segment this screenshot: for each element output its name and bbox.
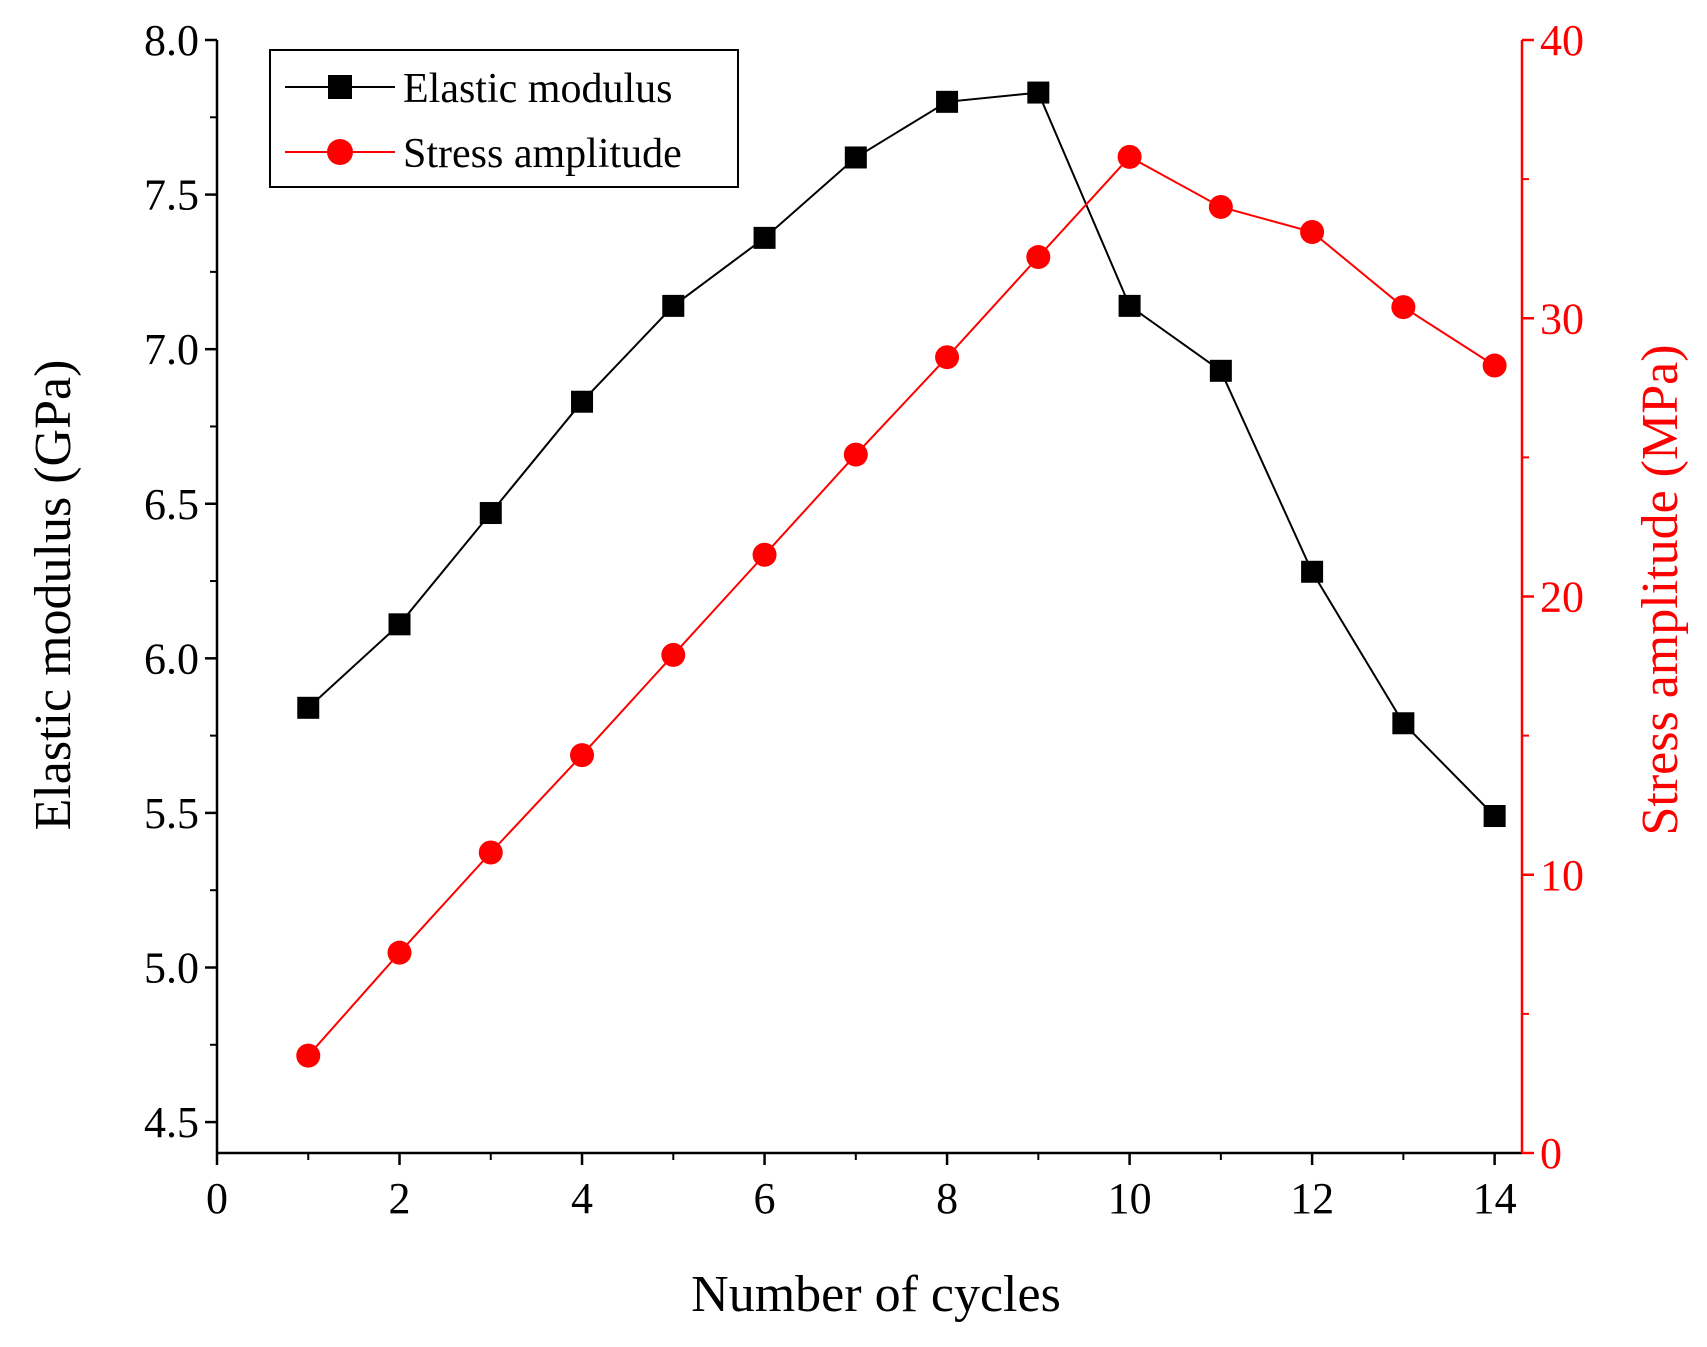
elastic-modulus-point	[662, 294, 685, 317]
stress-amplitude-point	[387, 940, 412, 965]
x-axis-title: Number of cycles	[691, 1266, 1061, 1323]
stress-amplitude-point	[296, 1043, 321, 1068]
legend-elastic-label: Elastic modulus	[403, 66, 672, 112]
left-axis-title: Elastic modulus (GPa)	[25, 360, 82, 831]
right-tick-label: 10	[1540, 851, 1584, 900]
legend-stress-marker	[327, 139, 353, 165]
stress-amplitude-point	[1482, 353, 1507, 378]
elastic-modulus-point	[479, 502, 502, 525]
x-tick-label: 14	[1473, 1174, 1517, 1223]
stress-amplitude-point	[570, 743, 595, 768]
stress-amplitude-point	[843, 442, 868, 467]
stress-amplitude-point	[1300, 219, 1325, 244]
left-tick-label: 7.5	[144, 171, 199, 220]
stress-amplitude-point	[478, 840, 503, 865]
legend-box	[269, 49, 739, 188]
x-tick-label: 4	[571, 1174, 593, 1223]
elastic-modulus-point	[1027, 81, 1050, 104]
right-tick-label: 20	[1540, 573, 1584, 622]
x-tick-label: 8	[936, 1174, 958, 1223]
left-tick-label: 6.5	[144, 480, 199, 529]
left-tick-label: 4.5	[144, 1098, 199, 1147]
x-tick-label: 10	[1108, 1174, 1152, 1223]
elastic-modulus-point	[1392, 712, 1415, 735]
elastic-modulus-point	[388, 613, 411, 636]
right-axis-title: Stress amplitude (MPa)	[1632, 344, 1689, 835]
left-tick-label: 5.5	[144, 789, 199, 838]
legend: Elastic modulus Stress amplitude	[269, 49, 739, 188]
x-tick-label: 6	[754, 1174, 776, 1223]
elastic-modulus-point	[1483, 805, 1506, 828]
stress-amplitude-point	[752, 542, 777, 567]
series-line-stress-amplitude	[307, 155, 1496, 1057]
series-line-elastic-modulus	[307, 91, 1496, 817]
right-tick-label: 0	[1540, 1129, 1562, 1178]
elastic-modulus-point	[1301, 560, 1324, 583]
left-tick-label: 6.0	[144, 634, 199, 683]
left-axis-ticks: 4.5 5.0 5.5 6.0 6.5 7.0 7.5 8.0	[144, 16, 217, 1147]
right-axis-ticks: 0 10 20 30 40	[1522, 16, 1584, 1178]
elastic-modulus-point	[844, 146, 867, 169]
left-tick-label: 7.0	[144, 325, 199, 374]
stress-amplitude-point	[661, 642, 686, 667]
x-tick-label: 2	[389, 1174, 411, 1223]
elastic-modulus-point	[753, 226, 776, 249]
elastic-modulus-point	[936, 90, 959, 113]
x-axis-ticks: 0 2 4 6 8 10 12 14	[206, 1153, 1517, 1223]
elastic-modulus-point	[571, 390, 594, 413]
legend-elastic-marker	[328, 75, 352, 99]
elastic-modulus-point	[1118, 294, 1141, 317]
left-tick-label: 8.0	[144, 16, 199, 65]
right-tick-label: 30	[1540, 294, 1584, 343]
plot-series	[296, 81, 1507, 1068]
left-tick-label: 5.0	[144, 944, 199, 993]
stress-amplitude-point	[1117, 144, 1142, 169]
stress-amplitude-point	[935, 345, 960, 370]
stress-amplitude-point	[1208, 194, 1233, 219]
legend-stress-label: Stress amplitude	[403, 131, 682, 177]
x-tick-label: 0	[206, 1174, 228, 1223]
x-tick-label: 12	[1290, 1174, 1334, 1223]
elastic-modulus-point	[1209, 359, 1232, 382]
stress-amplitude-point	[1391, 295, 1416, 320]
right-tick-label: 40	[1540, 16, 1584, 65]
stress-amplitude-point	[1026, 245, 1051, 270]
elastic-modulus-point	[297, 696, 320, 719]
